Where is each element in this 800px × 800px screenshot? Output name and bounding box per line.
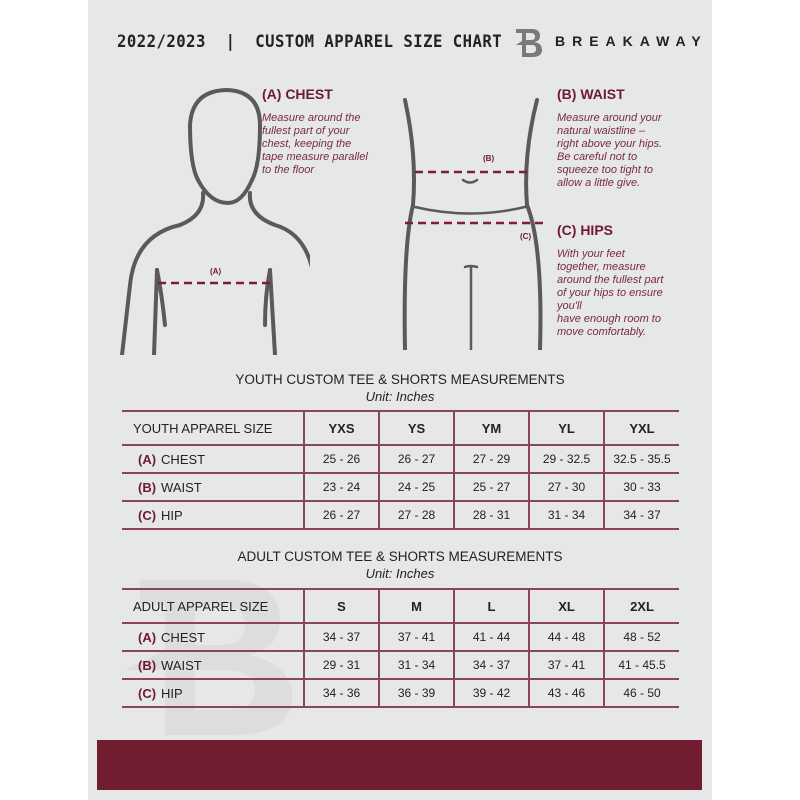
table-header-row: YOUTH APPAREL SIZE YXS YS YM YL YXL xyxy=(122,411,679,446)
adult-size-table: ADULT APPAREL SIZE S M L XL 2XL (A) CHEST… xyxy=(122,588,679,708)
adult-table-unit: Unit: Inches xyxy=(365,566,435,581)
table-cell: 27 - 29 xyxy=(453,445,529,474)
table-row: (A) CHEST 34 - 37 37 - 41 41 - 44 44 - 48… xyxy=(122,623,679,652)
table-cell: 31 - 34 xyxy=(378,651,454,680)
waist-instructions: Measure around your natural waistline – … xyxy=(557,112,663,189)
row-code: (B) xyxy=(138,657,157,673)
adult-table-title: ADULT CUSTOM TEE & SHORTS MEASUREMENTS xyxy=(237,549,563,564)
table-cell: 46 - 50 xyxy=(603,679,679,708)
table-cell: 34 - 36 xyxy=(303,679,379,708)
table-cell: 37 - 41 xyxy=(378,623,454,652)
row-label: (B) WAIST xyxy=(122,651,304,680)
row-label: (A) CHEST xyxy=(122,623,304,652)
size-header: S xyxy=(303,589,379,624)
header-label: YOUTH APPAREL SIZE xyxy=(122,411,304,446)
row-name: HIP xyxy=(161,507,183,523)
size-header: M xyxy=(378,589,454,624)
hips-marker: (C) xyxy=(520,232,532,241)
chest-instructions: Measure around the fullest part of your … xyxy=(262,112,368,176)
table-row: (A) CHEST 25 - 26 26 - 27 27 - 29 29 - 32… xyxy=(122,445,679,474)
table-cell: 37 - 41 xyxy=(528,651,604,680)
size-header: YL xyxy=(528,411,604,446)
table-cell: 30 - 33 xyxy=(603,473,679,502)
row-name: HIP xyxy=(161,685,183,701)
row-name: WAIST xyxy=(161,479,202,495)
size-header: YM xyxy=(453,411,529,446)
table-row: (C) HIP 26 - 27 27 - 28 28 - 31 31 - 34 3… xyxy=(122,501,679,530)
lower-body-figure xyxy=(402,98,543,350)
table-cell: 25 - 27 xyxy=(453,473,529,502)
size-header: YS xyxy=(378,411,454,446)
row-code: (A) xyxy=(138,629,157,645)
table-cell: 23 - 24 xyxy=(303,473,379,502)
row-label: (C) HIP xyxy=(122,501,304,530)
table-cell: 25 - 26 xyxy=(303,445,379,474)
header-label: ADULT APPAREL SIZE xyxy=(122,589,304,624)
waist-heading: (B) WAIST xyxy=(557,86,625,102)
row-code: (C) xyxy=(138,507,157,523)
row-label: (A) CHEST xyxy=(122,445,304,474)
size-header: YXL xyxy=(603,411,679,446)
table-cell: 39 - 42 xyxy=(453,679,529,708)
table-cell: 26 - 27 xyxy=(303,501,379,530)
row-label: (C) HIP xyxy=(122,679,304,708)
chest-marker: (A) xyxy=(210,267,222,276)
upper-body-figure xyxy=(120,87,310,355)
table-cell: 44 - 48 xyxy=(528,623,604,652)
chest-heading: (A) CHEST xyxy=(262,86,333,102)
table-cell: 41 - 44 xyxy=(453,623,529,652)
table-cell: 26 - 27 xyxy=(378,445,454,474)
table-cell: 41 - 45.5 xyxy=(603,651,679,680)
table-cell: 31 - 34 xyxy=(528,501,604,530)
table-row: (B) WAIST 29 - 31 31 - 34 34 - 37 37 - 41… xyxy=(122,651,679,680)
youth-size-table: YOUTH APPAREL SIZE YXS YS YM YL YXL (A) C… xyxy=(122,410,679,530)
table-cell: 32.5 - 35.5 xyxy=(603,445,679,474)
row-code: (A) xyxy=(138,451,157,467)
footer-band xyxy=(97,740,702,790)
table-row: (B) WAIST 23 - 24 24 - 25 25 - 27 27 - 30… xyxy=(122,473,679,502)
hips-instructions: With your feet together, measure around … xyxy=(557,248,664,338)
table-cell: 34 - 37 xyxy=(603,501,679,530)
size-header: XL xyxy=(528,589,604,624)
table-cell: 43 - 46 xyxy=(528,679,604,708)
waist-marker: (B) xyxy=(483,154,495,163)
brand-name: BREAKAWAY xyxy=(555,33,708,49)
table-cell: 24 - 25 xyxy=(378,473,454,502)
row-code: (C) xyxy=(138,685,157,701)
size-header: 2XL xyxy=(603,589,679,624)
page-title: 2022/2023 | CUSTOM APPAREL SIZE CHART xyxy=(117,32,503,52)
table-cell: 27 - 28 xyxy=(378,501,454,530)
table-cell: 34 - 37 xyxy=(303,623,379,652)
size-header: L xyxy=(453,589,529,624)
row-name: CHEST xyxy=(161,451,206,467)
table-cell: 27 - 30 xyxy=(528,473,604,502)
size-header: YXS xyxy=(303,411,379,446)
table-cell: 28 - 31 xyxy=(453,501,529,530)
table-cell: 48 - 52 xyxy=(603,623,679,652)
table-cell: 36 - 39 xyxy=(378,679,454,708)
row-label: (B) WAIST xyxy=(122,473,304,502)
table-header-row: ADULT APPAREL SIZE S M L XL 2XL xyxy=(122,589,679,624)
table-cell: 29 - 32.5 xyxy=(528,445,604,474)
youth-table-title: YOUTH CUSTOM TEE & SHORTS MEASUREMENTS xyxy=(235,372,565,387)
youth-table-unit: Unit: Inches xyxy=(365,389,435,404)
table-cell: 29 - 31 xyxy=(303,651,379,680)
row-name: CHEST xyxy=(161,629,206,645)
table-cell: 34 - 37 xyxy=(453,651,529,680)
table-row: (C) HIP 34 - 36 36 - 39 39 - 42 43 - 46 4… xyxy=(122,679,679,708)
breakaway-logo-icon xyxy=(516,29,542,57)
row-name: WAIST xyxy=(161,657,202,673)
row-code: (B) xyxy=(138,479,157,495)
hips-heading: (C) HIPS xyxy=(557,222,613,238)
